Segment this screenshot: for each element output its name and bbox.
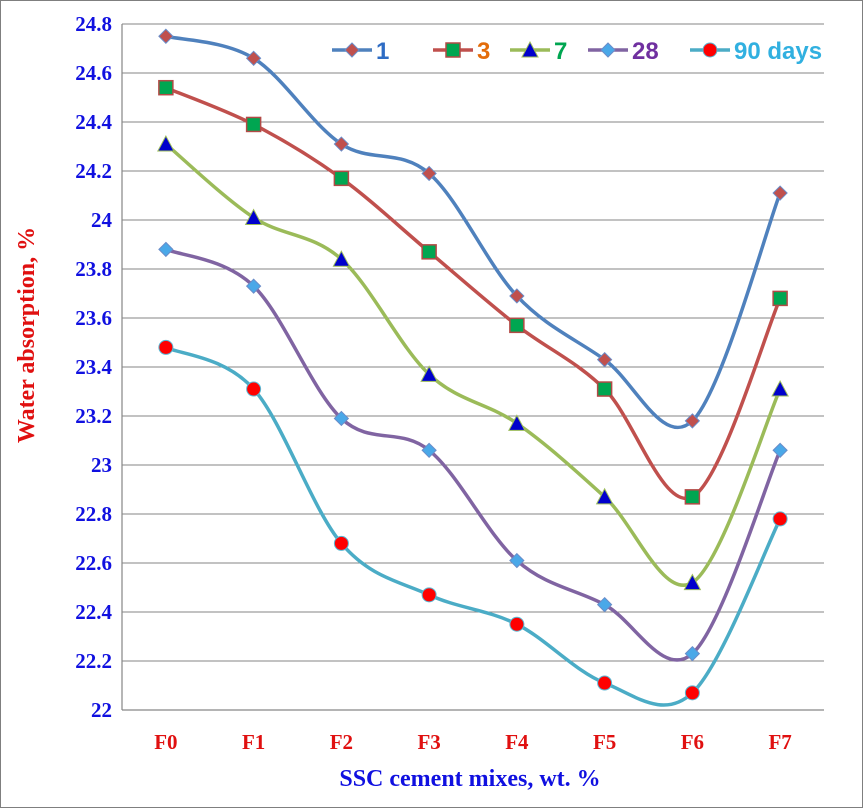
x-tick-label: F1 <box>242 730 265 754</box>
legend-marker <box>600 42 616 58</box>
y-tick-label: 24.2 <box>75 159 112 183</box>
data-point <box>333 410 350 427</box>
x-tick-label: F7 <box>768 730 791 754</box>
legend-marker <box>702 42 718 58</box>
data-point <box>245 278 262 294</box>
x-tick-label: F0 <box>154 730 177 754</box>
x-axis-ticks: F0 F1 F2 F3 F4 F5 F6 F7 <box>154 730 792 754</box>
y-tick-label: 23.8 <box>75 257 112 281</box>
data-point <box>597 675 613 691</box>
data-point <box>595 487 614 505</box>
series-lines <box>164 34 782 707</box>
y-tick-label: 22.2 <box>75 649 112 673</box>
data-point <box>684 645 701 662</box>
data-point <box>244 208 263 226</box>
data-point <box>333 170 350 187</box>
data-point <box>596 351 613 368</box>
legend-marker <box>445 42 461 58</box>
legend-marker <box>344 42 360 58</box>
data-point <box>596 596 613 613</box>
data-point <box>772 511 788 527</box>
y-tick-label: 23.2 <box>75 404 112 428</box>
data-point <box>332 250 351 267</box>
y-tick-label: 22 <box>91 698 112 722</box>
y-tick-label: 24.6 <box>75 61 112 85</box>
data-point <box>158 241 174 258</box>
y-axis-label: Water absorption, % <box>14 227 40 443</box>
legend-label: 7 <box>554 38 567 65</box>
data-point <box>508 414 526 431</box>
data-point <box>421 587 437 603</box>
axes <box>121 24 824 711</box>
y-tick-label: 24 <box>91 208 113 232</box>
legend-label: 1 <box>376 38 389 65</box>
data-point <box>245 50 262 67</box>
data-point <box>509 288 525 304</box>
data-point <box>421 244 437 260</box>
series-line-28 <box>165 247 782 662</box>
data-point <box>245 116 262 133</box>
y-tick-label: 22.4 <box>75 600 112 624</box>
y-tick-label: 24.8 <box>75 12 112 36</box>
y-tick-label: 23.6 <box>75 306 112 330</box>
y-axis-ticks: 22 22.2 22.4 22.6 22.8 23 23.2 23.4 23.6 23.8 24 24… <box>75 12 112 722</box>
x-axis-label: SSC cement mixes, wt. % <box>339 766 600 792</box>
legend-label: 28 <box>632 38 659 65</box>
x-tick-label: F3 <box>417 730 440 754</box>
series-line-1 <box>165 34 782 430</box>
x-tick-label: F6 <box>681 730 704 754</box>
series-markers <box>157 28 789 701</box>
legend: 1 3 7 28 90 days <box>332 38 822 65</box>
data-point <box>420 365 438 382</box>
data-point <box>333 136 350 152</box>
y-tick-label: 23 <box>91 453 112 477</box>
data-point <box>421 165 437 182</box>
gridlines <box>122 23 824 662</box>
data-point <box>772 185 788 201</box>
data-point <box>684 413 701 429</box>
data-point <box>771 379 789 397</box>
data-point <box>509 317 525 334</box>
x-tick-label: F5 <box>593 730 616 754</box>
y-tick-label: 22.6 <box>75 551 112 575</box>
legend-label: 3 <box>477 38 490 65</box>
legend-marker <box>521 40 539 58</box>
data-point <box>509 552 525 569</box>
data-point <box>684 489 701 505</box>
x-tick-label: F4 <box>505 730 529 754</box>
data-point <box>772 442 788 459</box>
data-point <box>683 573 702 591</box>
data-point <box>246 381 262 397</box>
data-point <box>158 79 174 96</box>
series-line-7 <box>164 142 782 587</box>
y-tick-label: 22.8 <box>75 502 112 526</box>
data-point <box>158 28 174 44</box>
data-point <box>509 616 525 632</box>
y-tick-label: 23.4 <box>75 355 112 379</box>
data-point <box>157 134 175 152</box>
y-tick-label: 24.4 <box>75 110 112 134</box>
data-point <box>158 339 174 355</box>
x-tick-label: F2 <box>330 730 353 754</box>
legend-label: 90 days <box>734 38 822 65</box>
data-point <box>684 685 700 701</box>
data-point <box>421 442 437 459</box>
data-point <box>772 290 788 307</box>
data-point <box>596 381 613 397</box>
data-point <box>333 535 349 551</box>
